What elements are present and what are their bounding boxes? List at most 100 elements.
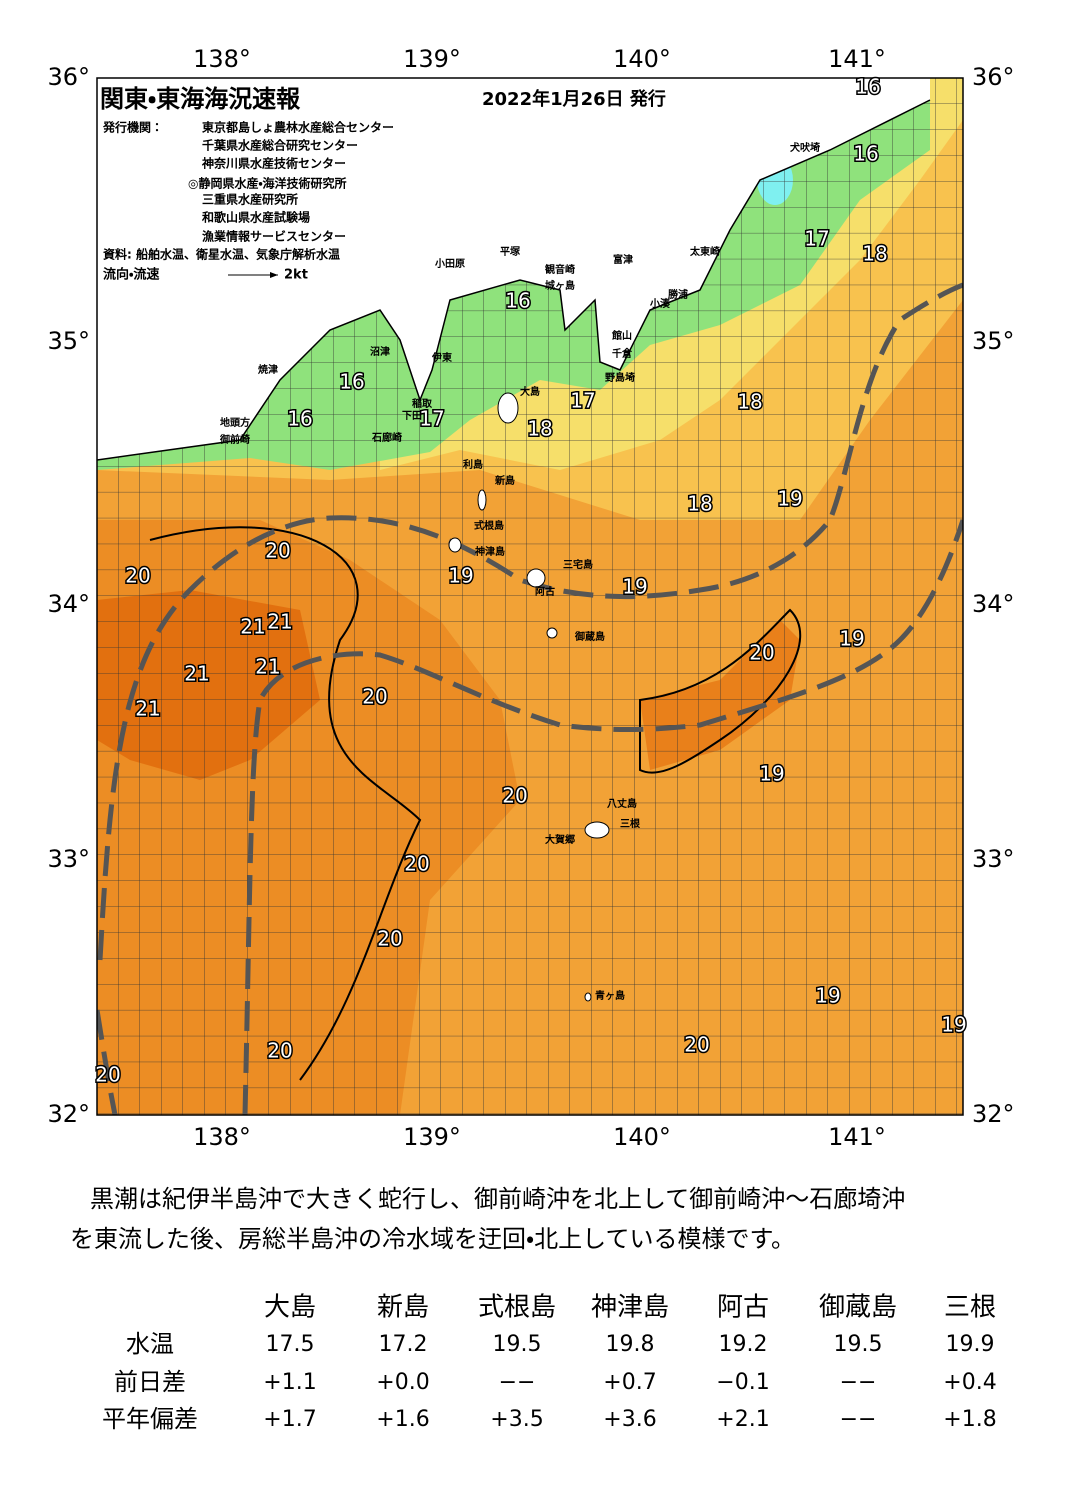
temperature-label: 16 <box>287 407 312 431</box>
island <box>584 821 610 839</box>
island <box>477 489 487 511</box>
place-label: 三根 <box>620 817 641 830</box>
island <box>497 392 519 424</box>
place-label: 沼津 <box>370 345 390 358</box>
map-area <box>97 78 963 1115</box>
temperature-label: 20 <box>684 1033 709 1057</box>
flow-arrowhead <box>270 272 278 278</box>
contour-20 <box>149 526 422 1081</box>
publisher: 和歌山県水産試験場 <box>201 210 310 225</box>
lon-label: 141° <box>828 1123 886 1151</box>
temperature-label: 19 <box>777 487 802 511</box>
table-cell: +1.7 <box>263 1407 316 1432</box>
lat-label: 33° <box>972 845 1015 873</box>
place-label: 犬吠埼 <box>790 141 820 154</box>
place-label: 城ヶ島 <box>545 279 575 292</box>
row-label: 前日差 <box>114 1368 186 1396</box>
temperature-label: 21 <box>184 662 209 686</box>
table-header: 阿古 <box>717 1293 769 1323</box>
place-label: 野島埼 <box>605 371 635 384</box>
place-label: 式根島 <box>474 519 504 532</box>
lon-label: 141° <box>828 45 886 73</box>
table-cell: +0.0 <box>376 1370 429 1395</box>
table-cell: +0.7 <box>603 1370 656 1395</box>
table-header: 大島 <box>264 1293 316 1323</box>
island <box>584 992 592 1002</box>
temperature-label: 20 <box>265 539 290 563</box>
table-header: 御蔵島 <box>819 1293 897 1323</box>
place-label: 小湊 <box>649 297 671 310</box>
place-label: 平塚 <box>500 245 521 258</box>
table-cell: −0.1 <box>716 1370 769 1395</box>
temperature-label: 18 <box>527 417 552 441</box>
temperature-label: 17 <box>570 389 595 413</box>
island <box>526 568 546 588</box>
flow-label: 流向・流速 <box>103 267 159 283</box>
place-label: 勝浦 <box>668 288 688 301</box>
lat-label: 33° <box>47 845 90 873</box>
temperature-label: 18 <box>737 390 762 414</box>
island <box>448 537 462 553</box>
place-label: 神津島 <box>474 545 505 558</box>
temperature-label: 20 <box>404 852 429 876</box>
place-label: 焼津 <box>258 363 278 376</box>
temperature-label: 20 <box>267 1039 292 1063</box>
place-label: 阿古 <box>535 585 555 598</box>
publisher-label: 発行機関： <box>102 120 163 135</box>
lon-label: 139° <box>403 45 461 73</box>
temperature-label: 16 <box>339 370 364 394</box>
publisher: 神奈川県水産技術センター <box>201 156 346 171</box>
temperature-label: 19 <box>759 762 784 786</box>
lon-label: 140° <box>613 45 671 73</box>
publisher: ◎静岡県水産・海洋技術研究所 <box>188 176 347 191</box>
lon-label: 140° <box>613 1123 671 1151</box>
lat-label: 35° <box>47 327 90 355</box>
publisher: 東京都島しょ農林水産総合センター <box>202 120 394 135</box>
table-cell: 19.5 <box>493 1332 542 1357</box>
temperature-label: 19 <box>839 627 864 651</box>
table-cell: −− <box>499 1370 536 1395</box>
coastline <box>97 99 931 461</box>
place-label: 稲取 <box>412 397 433 410</box>
lat-label: 32° <box>972 1100 1015 1128</box>
contour-20 <box>639 608 802 774</box>
temperature-label: 16 <box>855 75 880 99</box>
lat-label: 36° <box>972 63 1015 91</box>
source: 資料: 船舶水温、衛星水温、気象庁解析水温 <box>103 247 340 262</box>
row-label: 水温 <box>126 1330 174 1358</box>
table-cell: +0.4 <box>943 1370 996 1395</box>
place-label: 下田 <box>402 410 422 422</box>
table-cell: −− <box>840 1370 877 1395</box>
place-label: 太東崎 <box>689 245 720 258</box>
temperature-label: 16 <box>505 289 530 313</box>
lat-label: 32° <box>47 1100 90 1128</box>
table-cell: 19.2 <box>719 1332 768 1357</box>
place-label: 大島 <box>520 385 540 398</box>
temperature-label: 20 <box>125 564 150 588</box>
map-title: 関東・東海海況速報 <box>100 85 301 113</box>
table-header: 式根島 <box>478 1293 556 1323</box>
place-label: 利島 <box>463 458 483 471</box>
table-cell: 17.5 <box>266 1332 315 1357</box>
table-cell: 19.5 <box>834 1332 883 1357</box>
temperature-label: 16 <box>853 142 878 166</box>
temperature-label: 20 <box>502 784 527 808</box>
temperature-label: 20 <box>95 1063 120 1087</box>
place-label: 観音崎 <box>545 263 575 276</box>
row-label: 平年偏差 <box>102 1405 198 1433</box>
temperature-label: 18 <box>862 242 887 266</box>
temperature-label: 19 <box>815 984 840 1008</box>
table-cell: +3.5 <box>490 1407 543 1432</box>
table-header: 神津島 <box>591 1293 669 1323</box>
table-cell: 19.8 <box>606 1332 655 1357</box>
temperature-label: 21 <box>240 615 265 639</box>
place-label: 石廊崎 <box>371 431 402 444</box>
summary-line: を東流した後、房総半島沖の冷水域を迂回・北上している模様です。 <box>70 1225 795 1253</box>
temperature-label: 20 <box>749 641 774 665</box>
land <box>97 78 930 460</box>
temperature-label: 19 <box>448 564 473 588</box>
table-cell: 19.9 <box>946 1332 995 1357</box>
temperature-label: 19 <box>622 575 647 599</box>
